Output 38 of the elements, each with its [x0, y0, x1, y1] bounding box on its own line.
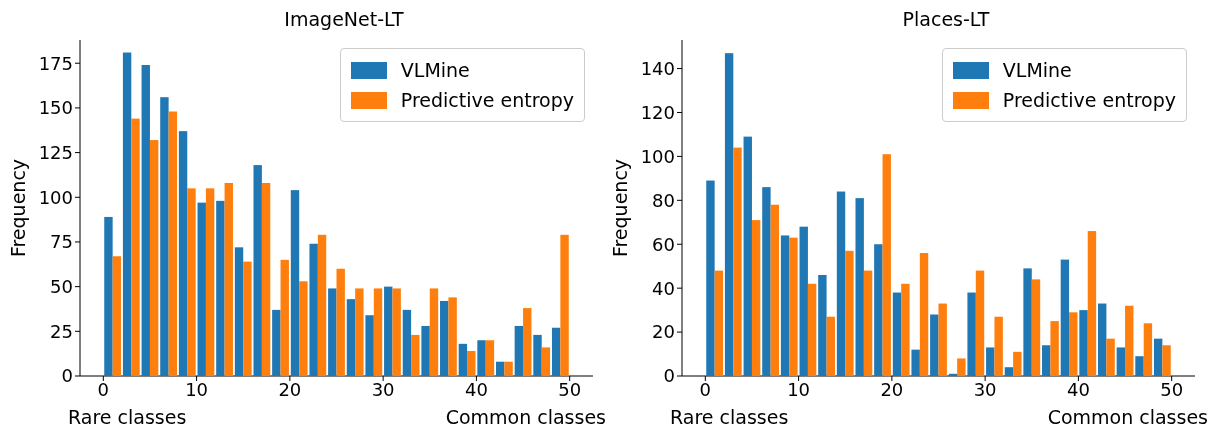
- y-tick-label: 120: [640, 101, 675, 123]
- x-tick-label: 30: [973, 378, 997, 400]
- y-tick-label: 150: [38, 97, 73, 119]
- x-tick-label: 10: [185, 378, 209, 400]
- x-tick-label: 40: [464, 378, 488, 400]
- x-tick-label: 20: [278, 378, 302, 400]
- y-tick-label: 100: [38, 186, 73, 208]
- legend-label: VLMine: [400, 59, 470, 81]
- y-tick-label: 25: [50, 320, 73, 342]
- x-tick-label: 30: [371, 378, 395, 400]
- y-tick-label: 20: [652, 321, 675, 343]
- y-tick-label: 100: [640, 145, 675, 167]
- x-tick-label: 0: [97, 378, 110, 400]
- text: Rare classes: [670, 406, 789, 428]
- x-tick-label: 50: [1160, 378, 1184, 400]
- x-tick-label: 10: [787, 378, 811, 400]
- text: Rare classes: [68, 406, 187, 428]
- chart-title: ImageNet-LT: [283, 8, 405, 32]
- y-tick-label: 50: [50, 276, 73, 298]
- x-tick-label: 20: [880, 378, 904, 400]
- y-tick-label: 125: [38, 141, 73, 163]
- y-axis-title: Frequency: [6, 158, 29, 258]
- legend-label: Predictive entropy: [1002, 89, 1176, 111]
- legend-label: Predictive entropy: [400, 89, 574, 111]
- y-axis-title: Frequency: [608, 158, 631, 258]
- y-tick-label: 75: [50, 231, 73, 253]
- y-tick-label: 175: [38, 52, 73, 74]
- y-tick-label: 140: [640, 57, 675, 79]
- y-tick-label: 80: [652, 189, 675, 211]
- chart-title: Places-LT: [901, 8, 991, 32]
- y-tick-label: 60: [652, 233, 675, 255]
- x-tick-label: 0: [699, 378, 712, 400]
- legend-label: VLMine: [1002, 59, 1072, 81]
- text: Common classes: [445, 406, 606, 428]
- x-tick-label: 50: [558, 378, 582, 400]
- y-tick-label: 40: [652, 277, 675, 299]
- text: Common classes: [1047, 406, 1208, 428]
- x-tick-label: 40: [1066, 378, 1090, 400]
